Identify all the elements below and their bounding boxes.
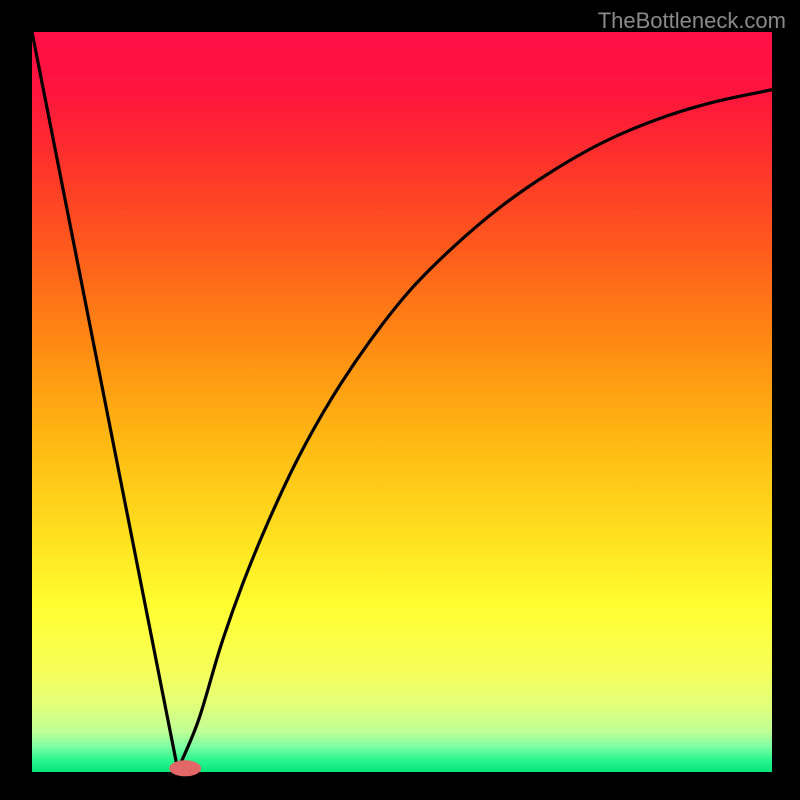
plot-background [32,32,772,772]
watermark-text: TheBottleneck.com [598,8,786,34]
optimal-marker [169,760,201,776]
bottleneck-chart: TheBottleneck.com [0,0,800,800]
chart-svg [0,0,800,800]
